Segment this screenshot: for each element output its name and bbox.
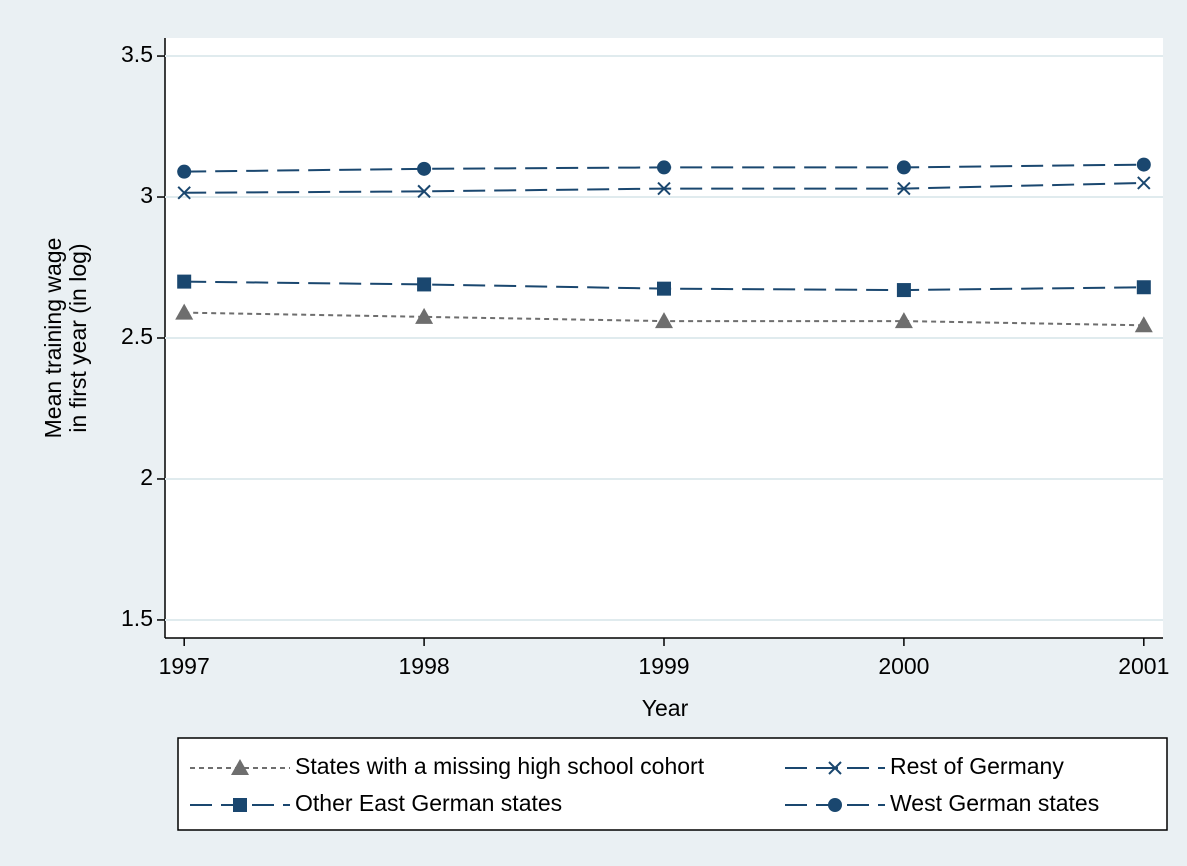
marker — [657, 160, 671, 175]
y-tick-label: 3 — [140, 182, 153, 208]
legend-marker — [828, 798, 842, 812]
y-tick-label: 1.5 — [121, 605, 153, 631]
x-tick-label: 1998 — [399, 653, 450, 679]
y-axis-label: Mean training wage — [40, 238, 66, 439]
y-tick-label: 2.5 — [121, 323, 153, 349]
marker — [417, 277, 432, 292]
marker — [177, 186, 191, 200]
legend-label: Other East German states — [295, 790, 562, 816]
x-tick-label: 1999 — [638, 653, 689, 679]
x-axis-label: Year — [642, 695, 689, 721]
marker — [655, 312, 673, 329]
marker — [1136, 157, 1151, 172]
legend-label: States with a missing high school cohort — [295, 753, 705, 779]
y-tick-label: 2 — [140, 464, 153, 490]
legend — [177, 737, 1168, 831]
marker — [896, 160, 911, 175]
marker — [896, 283, 911, 298]
marker — [657, 181, 671, 196]
legend-marker — [828, 761, 842, 775]
x-tick-label: 2001 — [1118, 653, 1169, 679]
legend-label: West German states — [890, 790, 1099, 816]
legend-marker — [231, 759, 249, 775]
marker — [894, 312, 913, 329]
marker — [1136, 280, 1151, 295]
y-axis-label: in first year (in log) — [65, 243, 91, 432]
marker — [417, 161, 432, 176]
marker — [1137, 176, 1151, 190]
marker — [657, 281, 671, 296]
x-tick-label: 2000 — [878, 653, 929, 679]
marker — [417, 184, 431, 199]
marker — [175, 303, 194, 320]
marker — [897, 181, 911, 196]
marker — [1134, 316, 1153, 333]
legend-label: Rest of Germany — [890, 753, 1064, 779]
marker — [177, 274, 192, 289]
x-tick-label: 1997 — [159, 653, 210, 679]
marker — [415, 307, 434, 324]
legend-marker — [233, 798, 247, 812]
y-tick-label: 3.5 — [121, 41, 153, 67]
marker — [177, 164, 192, 179]
